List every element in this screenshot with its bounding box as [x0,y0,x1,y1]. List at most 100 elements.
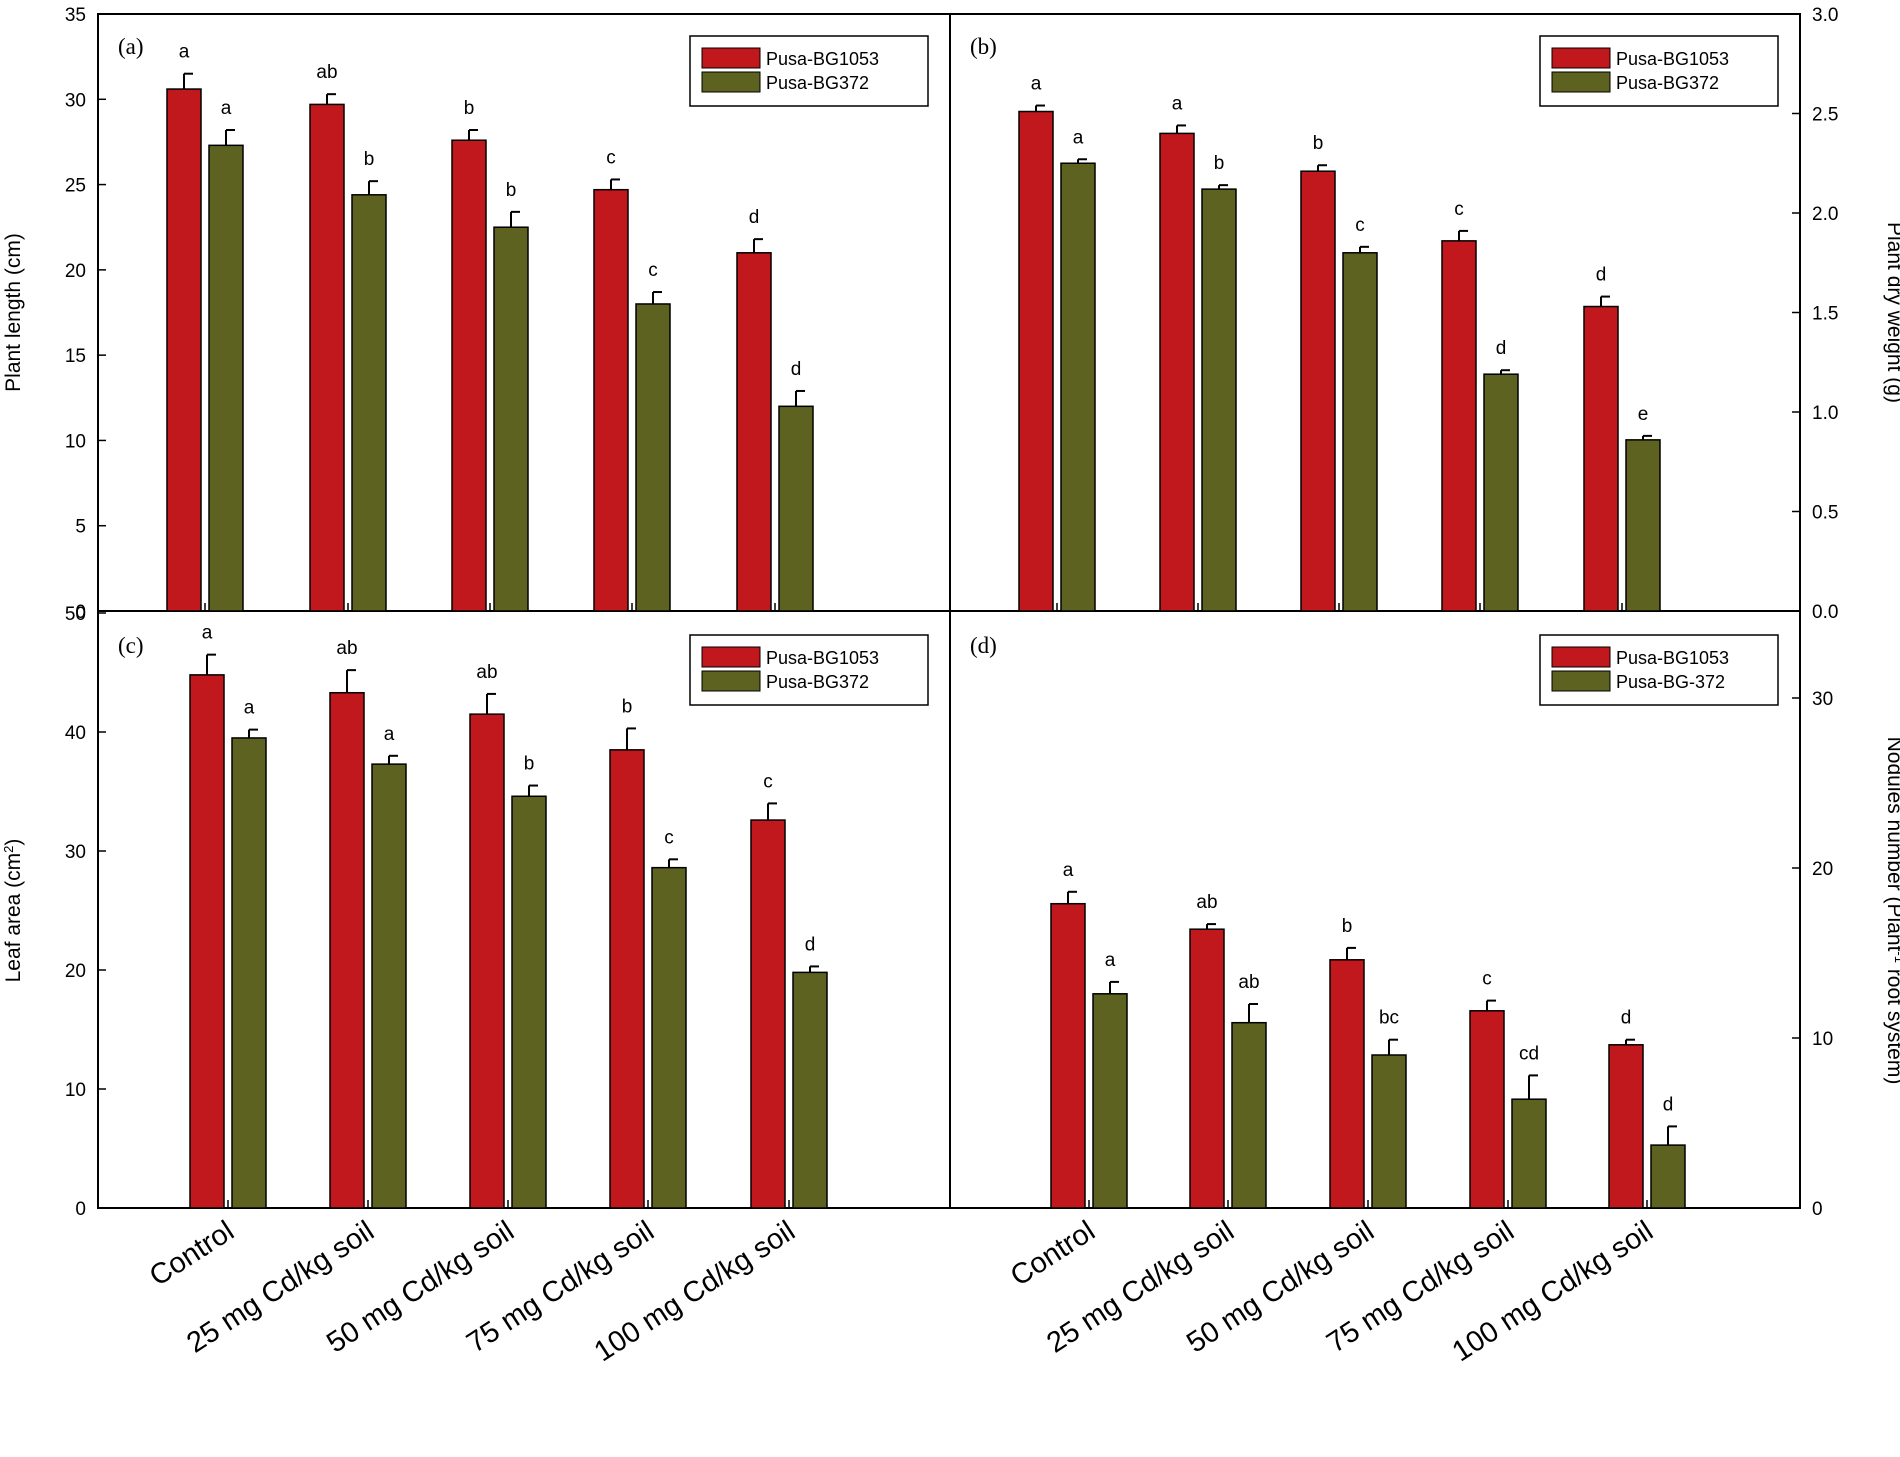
y-tick-label: 20 [65,961,86,982]
legend-swatch [701,71,761,93]
legend-swatch [701,670,761,692]
panel-label: (d) [970,633,997,658]
significance-letter: b [464,98,475,119]
significance-letter: b [364,149,375,170]
legend: Pusa-BG1053 Pusa-BG372 [1539,35,1779,107]
y-tick-label: 30 [65,90,86,111]
significance-letter: b [622,696,633,717]
legend-entry: Pusa-BG1053 [1616,49,1729,69]
y-axis-title: Plant dry weight (g) [1883,222,1900,403]
bar-s2-c5 [778,405,814,612]
bar-s2-c4 [1483,373,1519,612]
y-tick-label: 1.5 [1812,304,1838,325]
y-axis-title: Leaf area (cm2) [1,839,26,983]
significance-letter: a [202,623,213,644]
bar-s1-c1 [1050,902,1086,1209]
significance-letter: d [1596,265,1607,286]
bar-s2-c1 [1092,993,1128,1209]
bar-s1-c2 [309,103,345,612]
legend-entry: Pusa-BG1053 [766,648,879,668]
y-tick-label: 3.0 [1812,5,1838,26]
bar-s2-c1 [208,144,244,612]
y-tick-label: 0 [75,602,86,623]
significance-letter: d [805,934,816,955]
y-tick-label: 10 [65,431,86,452]
panel-label: (b) [970,34,997,59]
legend-entry: Pusa-BG372 [766,672,869,692]
y-axis-title: Nodules number (Plant-1 root system) [1883,737,1900,1085]
significance-letter: d [1496,338,1507,359]
significance-letter: cd [1519,1043,1539,1064]
y-tick-label: 20 [65,261,86,282]
y-tick-label: 15 [65,346,86,367]
y-tick-label: 0 [75,1199,86,1220]
legend: Pusa-BG1053 Pusa-BG372 [689,634,929,706]
significance-letter: c [763,771,773,792]
y-tick-label: 0.0 [1812,602,1838,623]
bar-s2-c2 [351,194,387,612]
bar-s1-c3 [1329,959,1365,1209]
significance-letter: a [244,698,255,719]
legend-box [1539,634,1779,706]
legend-swatch [1551,670,1611,692]
bar-s2-c2 [1201,188,1237,612]
bar-s2-c5 [1650,1144,1686,1209]
legend-box [1539,35,1779,107]
significance-letter: b [1313,133,1324,154]
y-tick-label: 5 [75,517,86,538]
y-tick-label: 2.5 [1812,105,1838,126]
significance-letter: a [221,98,232,119]
significance-letter: c [1482,969,1492,990]
bar-s1-c4 [1441,240,1477,612]
significance-letter: ab [1196,892,1217,913]
significance-letter: b [1342,916,1353,937]
bar-s2-c5 [792,971,828,1209]
bar-s2-c1 [1060,162,1096,612]
y-tick-label: 20 [1812,859,1833,880]
panel-label: (c) [118,633,144,658]
y-tick-label: 35 [65,5,86,26]
significance-letter: ab [316,62,337,83]
legend: Pusa-BG1053 Pusa-BG372 [689,35,929,107]
legend-swatch [1551,47,1611,69]
significance-letter: ab [1238,972,1259,993]
legend-swatch [701,47,761,69]
bar-s2-c4 [651,866,687,1209]
legend-box [689,35,929,107]
significance-letter: a [1073,127,1084,148]
bar-s1-c4 [609,749,645,1209]
bar-s2-c5 [1625,439,1661,612]
bar-s1-c1 [189,674,225,1209]
x-category-label: Control [1005,1215,1101,1293]
bar-s1-c2 [329,691,365,1209]
bar-s1-c5 [1583,305,1619,612]
legend-swatch [1551,71,1611,93]
significance-letter: a [179,42,190,63]
bar-s2-c3 [1342,252,1378,612]
legend-swatch [701,646,761,668]
significance-letter: c [664,827,674,848]
x-category-label: Control [144,1215,240,1293]
significance-letter: c [648,260,658,281]
significance-letter: b [1214,153,1225,174]
significance-letter: ab [476,662,497,683]
y-tick-label: 0.5 [1812,503,1838,524]
y-tick-label: 2.0 [1812,204,1838,225]
bar-s2-c3 [511,795,547,1209]
significance-letter: b [506,180,517,201]
significance-letter: d [749,207,760,228]
significance-letter: a [1063,860,1074,881]
chart-panel-2: 0.0 0.5 1.0 1.5 2.0 2.5 3.0 Plant dry weight (g… [970,5,1900,623]
legend: Pusa-BG1053 Pusa-BG-372 [1539,634,1779,706]
bar-s1-c4 [1469,1010,1505,1209]
bar-s1-c1 [166,88,202,612]
significance-letter: e [1638,404,1649,425]
bar-s2-c2 [1231,1021,1267,1209]
legend-entry: Pusa-BG-372 [1616,672,1725,692]
bar-s1-c5 [750,819,786,1209]
significance-letter: b [524,754,535,775]
significance-letter: a [384,724,395,745]
bar-s1-c3 [1300,170,1336,612]
